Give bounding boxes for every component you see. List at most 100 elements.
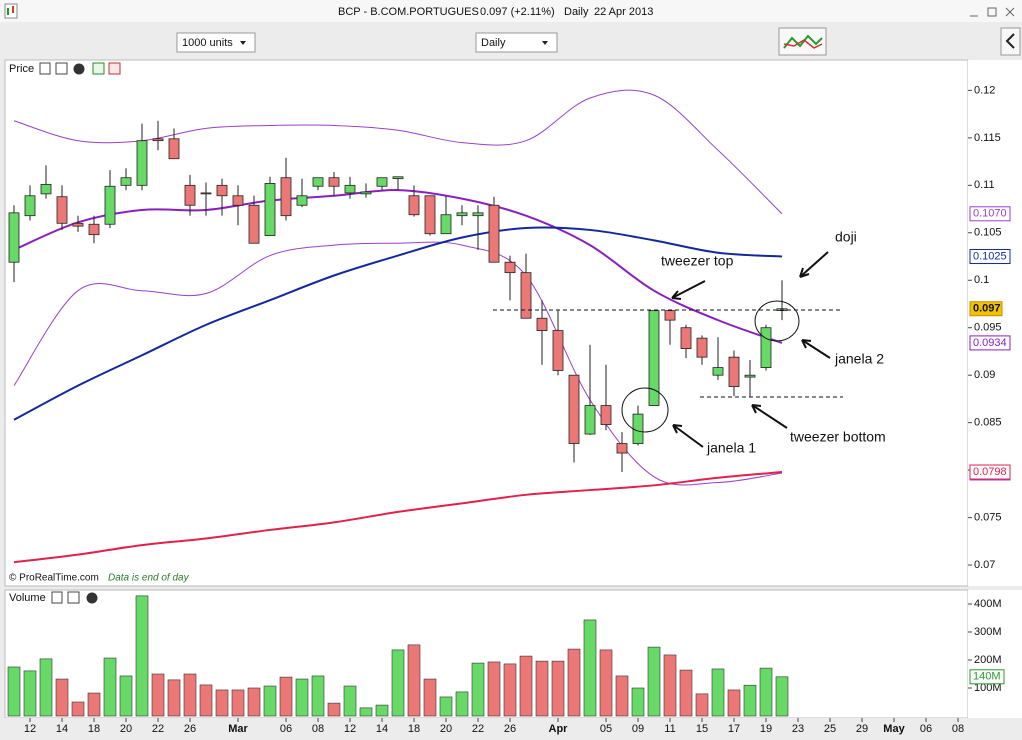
credit: © ProRealTime.com [9, 573, 99, 584]
volume-bar [55, 678, 69, 717]
candle-body [552, 330, 564, 371]
window-icon[interactable] [67, 591, 80, 604]
x-tick-label: 20 [440, 723, 452, 735]
candle-body [584, 405, 596, 435]
panel-label: Price [9, 63, 34, 75]
x-tick-label: May [883, 723, 905, 735]
candle-body [248, 204, 260, 244]
volume-bar [695, 693, 709, 717]
volume-bar [487, 661, 501, 717]
x-tick-label: 12 [24, 723, 36, 735]
volume-bar [247, 687, 261, 717]
volume-bar [679, 669, 693, 717]
volume-bar [503, 663, 517, 717]
volume-bar [471, 662, 485, 717]
side-button[interactable] [1000, 27, 1021, 56]
volume-bar [327, 702, 341, 717]
candle-body [152, 138, 164, 142]
app-icon [4, 3, 18, 19]
close-icon[interactable] [73, 63, 85, 75]
volume-bar [215, 689, 229, 717]
candle-body [216, 184, 228, 197]
annotation: janela 1 [706, 440, 756, 456]
volume-bar [295, 678, 309, 717]
x-tick-label: 20 [120, 723, 132, 735]
volume-bar [439, 696, 453, 717]
x-tick-label: 08 [312, 723, 324, 735]
annotation: tweezer bottom [790, 429, 886, 445]
volume-panel [4, 589, 969, 719]
symbol: BCP - B.COM.PORTUGUES [338, 6, 479, 18]
x-tick-label: 26 [504, 723, 516, 735]
candle-body [8, 212, 20, 263]
candle-body [616, 443, 628, 454]
indicator-icon [783, 34, 823, 49]
x-tick-label: 05 [600, 723, 612, 735]
candle-body [360, 191, 372, 195]
x-tick-label: Apr [549, 723, 569, 735]
date: 22 Apr 2013 [594, 6, 653, 18]
marks: 0.070.0750.080.0850.090.0950.10.1050.110… [7, 84, 1011, 735]
candle-body [472, 212, 484, 217]
price-axis [968, 60, 1022, 586]
candle-body [392, 176, 404, 180]
candle-body [88, 223, 100, 236]
down-icon[interactable] [108, 62, 121, 75]
settings-icon[interactable] [39, 62, 51, 75]
candle-body [376, 177, 388, 187]
volume-bar [615, 675, 629, 717]
value-badge: 0.0798 [973, 466, 1007, 478]
timeframe-dropdown[interactable] [475, 32, 558, 53]
y-tick-label: 0.12 [974, 84, 995, 96]
candle-body [488, 204, 500, 263]
window-icon[interactable] [55, 62, 68, 75]
up-icon[interactable] [92, 62, 105, 75]
x-tick-label: 17 [728, 723, 740, 735]
value-badge-box [969, 249, 1011, 265]
indicator-line [13, 241, 783, 486]
close-icon[interactable] [86, 592, 98, 604]
volume-axis [968, 590, 1022, 718]
x-tick-label: 25 [824, 723, 836, 735]
x-tick-label: 12 [344, 723, 356, 735]
dropdown-arrow [542, 41, 548, 45]
units-text: 1000 units [182, 37, 233, 49]
candle-body [680, 327, 692, 350]
candle-body [520, 272, 532, 319]
volume-bar [199, 684, 213, 717]
candle-body [728, 356, 740, 387]
candle-body [424, 195, 436, 235]
candle-body [696, 337, 708, 358]
close-button[interactable] [1005, 7, 1015, 17]
close-badge: 0.097 [973, 303, 1001, 315]
volume-bar [759, 667, 773, 717]
volume-bar [7, 666, 21, 717]
volume-bar [423, 678, 437, 717]
annotation: janela 2 [834, 351, 884, 367]
volume-bar [375, 704, 389, 717]
maximize-button[interactable] [987, 7, 997, 17]
annotation: doji [835, 229, 857, 245]
volume-bar [359, 707, 373, 717]
volume-bar [391, 649, 405, 717]
volume-bar [743, 684, 757, 717]
indicator-line [13, 226, 783, 421]
volume-bar [455, 691, 469, 717]
indicator-icon [783, 39, 823, 49]
candle-body [328, 177, 340, 187]
period: Daily [564, 6, 589, 18]
candle-body [760, 327, 772, 368]
volume-tick-label: 300M [974, 626, 1002, 638]
volume-bar [775, 676, 789, 717]
volume-badge-box [969, 669, 1005, 685]
volume-bar [631, 687, 645, 717]
x-axis [0, 718, 1022, 740]
units-dropdown[interactable] [176, 32, 256, 53]
settings-icon[interactable] [51, 591, 63, 604]
volume-bar [567, 648, 581, 717]
volume-bar [711, 668, 725, 717]
candle-body [24, 195, 36, 217]
candle-body [632, 413, 644, 444]
volume-label: Volume [9, 592, 46, 604]
candle-body [200, 192, 212, 195]
